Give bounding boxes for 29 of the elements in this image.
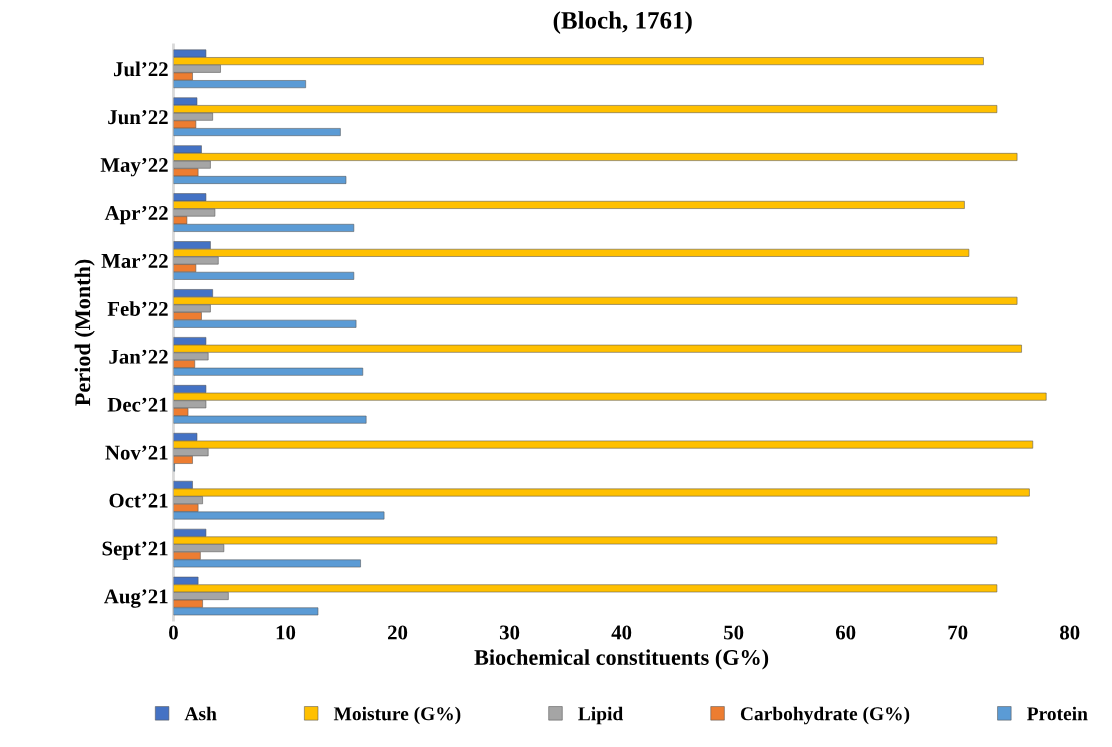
y-tick-label: Feb’22 [107, 301, 168, 316]
y-tick-label: Aug’21 [104, 589, 168, 608]
y-tick-label: Oct’21 [109, 493, 168, 508]
y-tick-label: Nov’21 [105, 445, 168, 460]
x-tick-label: 80 [1060, 625, 1080, 640]
x-tick-label: 50 [724, 625, 744, 640]
y-tick-label: Mar’22 [101, 253, 168, 268]
x-tick-label: 60 [835, 625, 856, 640]
legend-label: Protein [1027, 706, 1088, 721]
x-tick-label: 20 [388, 625, 408, 640]
x-tick-label: 70 [948, 625, 968, 640]
y-axis-title: Period (Month) [74, 259, 95, 406]
legend-label: Lipid [578, 706, 624, 725]
y-tick-label: Apr’22 [104, 205, 168, 225]
legend-label: Ash [184, 706, 217, 721]
y-tick-label: Jun’22 [108, 110, 168, 125]
x-tick-label: 40 [611, 625, 632, 640]
chart-title: (Bloch, 1761) [553, 11, 692, 34]
y-tick-label: Jul’22 [113, 61, 168, 77]
x-tick-label: 30 [499, 625, 520, 640]
legend-label: Carbohydrate (G%) [740, 706, 910, 725]
x-axis-title: Biochemical constituents (G%) [474, 649, 769, 670]
legend-label: Moisture (G%) [333, 706, 461, 725]
y-tick-label: Sept’21 [102, 541, 168, 560]
y-tick-label: Jan’22 [109, 349, 168, 364]
y-tick-label: Dec’21 [107, 397, 168, 412]
x-tick-label: 10 [276, 625, 296, 640]
y-tick-label: May’22 [100, 158, 168, 177]
x-tick-label: 0 [169, 625, 178, 640]
